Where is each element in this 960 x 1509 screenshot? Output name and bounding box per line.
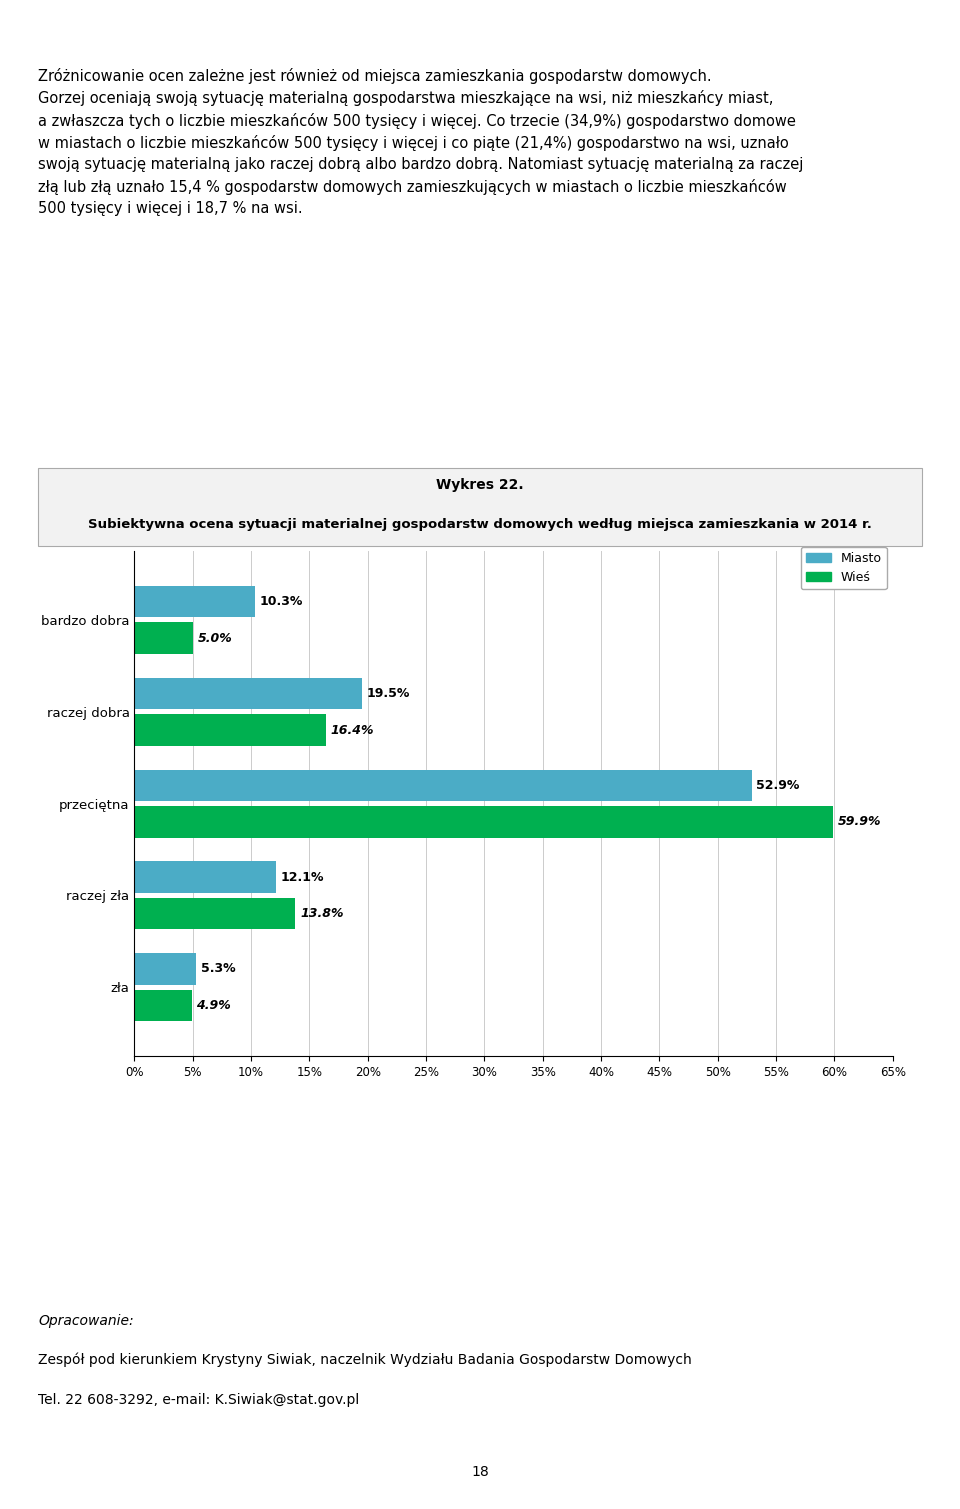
Text: Zespół pod kierunkiem Krystyny Siwiak, naczelnik Wydziału Badania Gospodarstw Do: Zespół pod kierunkiem Krystyny Siwiak, n… <box>38 1352 692 1367</box>
Text: 52.9%: 52.9% <box>756 779 800 792</box>
Text: 18: 18 <box>471 1465 489 1479</box>
Bar <box>134 806 833 837</box>
Bar <box>134 678 362 709</box>
Text: Zróżnicowanie ocen zależne jest również od miejsca zamieszkania gospodarstw domo: Zróżnicowanie ocen zależne jest również … <box>38 68 804 216</box>
Bar <box>134 862 276 893</box>
Text: 12.1%: 12.1% <box>280 871 324 884</box>
FancyBboxPatch shape <box>38 468 922 546</box>
Text: 19.5%: 19.5% <box>367 687 410 700</box>
Bar <box>134 990 192 1022</box>
Text: Subiektywna ocena sytuacji materialnej gospodarstw domowych według miejsca zamie: Subiektywna ocena sytuacji materialnej g… <box>88 518 872 531</box>
Legend: Miasto, Wieś: Miasto, Wieś <box>801 546 886 589</box>
Text: Wykres 22.: Wykres 22. <box>436 478 524 492</box>
Text: Tel. 22 608-3292, e-mail: K.Siwiak@stat.gov.pl: Tel. 22 608-3292, e-mail: K.Siwiak@stat.… <box>38 1393 360 1406</box>
Bar <box>134 623 193 653</box>
Text: 5.3%: 5.3% <box>201 963 235 975</box>
Bar <box>134 898 296 930</box>
Bar <box>134 714 325 745</box>
Text: Opracowanie:: Opracowanie: <box>38 1314 134 1328</box>
Text: 13.8%: 13.8% <box>300 907 344 920</box>
Text: 4.9%: 4.9% <box>196 999 231 1013</box>
Bar <box>134 770 752 801</box>
Bar <box>134 585 254 617</box>
Bar <box>134 954 196 984</box>
Text: 16.4%: 16.4% <box>330 723 373 736</box>
Text: 5.0%: 5.0% <box>198 632 232 644</box>
Text: 10.3%: 10.3% <box>259 595 302 608</box>
Text: 59.9%: 59.9% <box>838 815 881 828</box>
